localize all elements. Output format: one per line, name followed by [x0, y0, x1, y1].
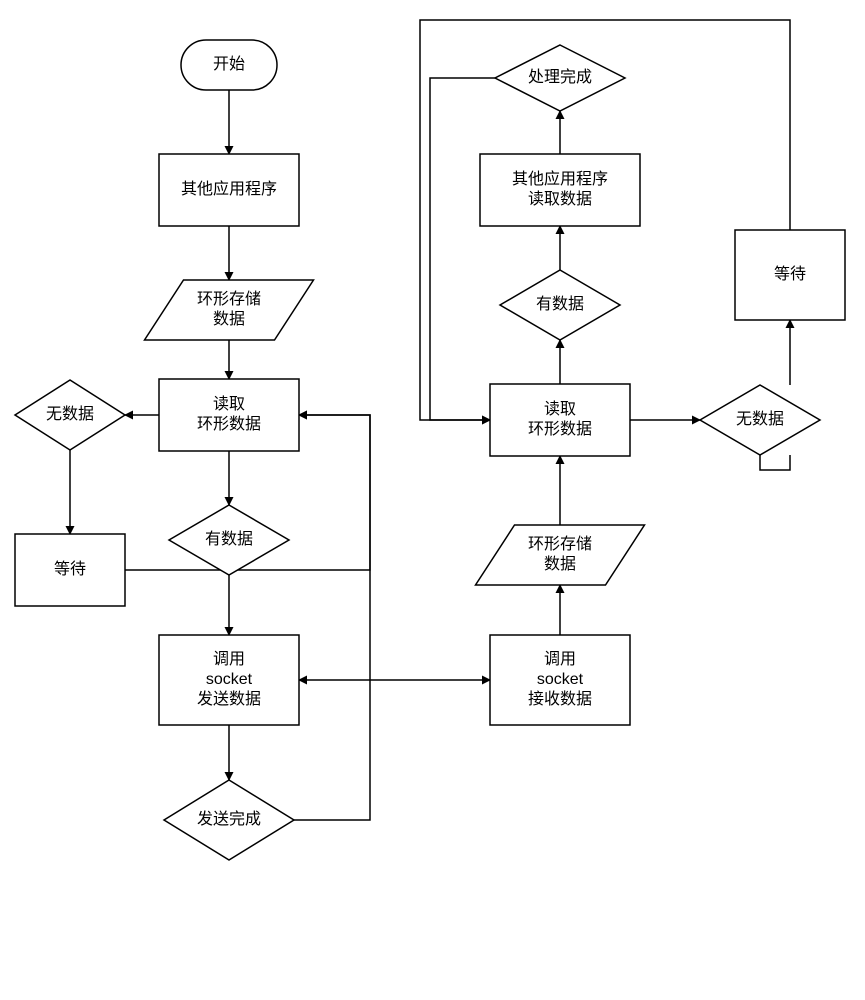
node-label: 环形存储 [528, 535, 592, 553]
node-label: 环形数据 [528, 420, 592, 438]
node-label: 发送完成 [197, 810, 261, 828]
node-noDataL: 无数据 [15, 380, 125, 450]
node-label: 无数据 [46, 405, 94, 423]
edge [294, 415, 370, 820]
node-waitR: 等待 [735, 230, 845, 320]
node-recvSock: 调用 socket 接收数据 [490, 635, 630, 725]
node-label: 环形数据 [197, 415, 261, 433]
node-label: 有数据 [536, 295, 584, 313]
node-label: 发送数据 [197, 690, 261, 708]
node-sendDone: 发送完成 [164, 780, 294, 860]
node-label: socket [537, 671, 584, 688]
node-label: 读取数据 [528, 190, 592, 208]
node-readRingR: 读取环形数据 [490, 384, 630, 456]
flowchart-canvas: 开始其他应用程序环形存储数据读取环形数据无数据等待有数据调用socket发送数据… [0, 0, 865, 1000]
node-label: 其他应用程序 [181, 179, 277, 198]
node-label: 数据 [213, 310, 245, 328]
node-label: 无数据 [736, 410, 784, 428]
edge [760, 455, 790, 470]
node-label: 调用 [544, 650, 576, 668]
node-waitL: 等待 [15, 534, 125, 606]
node-otherApp: 其他应用程序 [159, 154, 299, 226]
edge [430, 78, 495, 420]
node-label: socket [206, 671, 253, 688]
node-readRingL: 读取环形数据 [159, 379, 299, 451]
node-label: 其他应用程序 [512, 169, 608, 188]
node-procDone: 处理完成 [495, 45, 625, 111]
node-label: 调用 [213, 650, 245, 668]
node-ringStoreL: 环形存储数据 [145, 280, 314, 340]
node-otherRead: 其他应用程序读取数据 [480, 154, 640, 226]
node-ringStoreR: 环形存储数据 [476, 525, 645, 585]
node-label: 开始 [213, 55, 245, 73]
node-start: 开始 [181, 40, 277, 90]
node-label: 读取 [544, 400, 576, 418]
node-label: 接收数据 [528, 690, 592, 708]
node-label: 有数据 [205, 530, 253, 548]
node-hasDataL: 有数据 [169, 505, 289, 575]
node-label: 等待 [54, 560, 86, 578]
node-noDataR: 无数据 [700, 385, 820, 455]
node-sendSock: 调用 socket 发送数据 [159, 635, 299, 725]
node-label: 等待 [774, 265, 806, 283]
node-hasDataR: 有数据 [500, 270, 620, 340]
node-label: 读取 [213, 395, 245, 413]
node-label: 环形存储 [197, 290, 261, 308]
node-label: 数据 [544, 555, 576, 573]
node-label: 处理完成 [528, 68, 592, 86]
